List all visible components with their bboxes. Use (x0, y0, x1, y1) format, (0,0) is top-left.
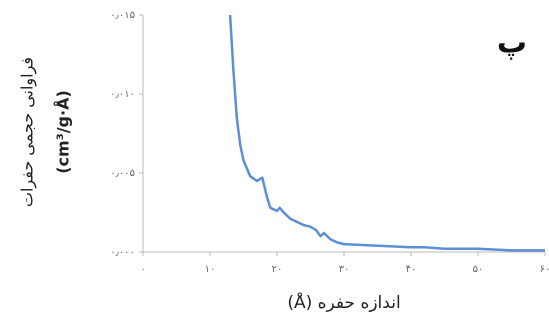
annotation: پ (497, 26, 527, 61)
x-tick-label: ۳۰ (339, 264, 350, 275)
y-axis-label: (cm³/g·Å) (54, 90, 73, 174)
line-series (228, 14, 545, 252)
x-tick-label: ۶۰ (540, 264, 549, 275)
x-axis-label: اندازه حفره (Å) (287, 291, 400, 313)
y-axis-label: فراوانی حجمی حفرات (18, 57, 38, 207)
x-tick-label: ۱۰ (205, 264, 216, 275)
y-tick-label: ۰٫۰۰۵ (110, 168, 135, 179)
y-tick-label: ۰٫۰۱۵ (110, 10, 135, 21)
x-tick-label: ۲۰ (272, 264, 283, 275)
x-tick-label: ۴۰ (406, 264, 417, 275)
x-tick-label: ۵۰ (473, 264, 484, 275)
y-tick-label: ۰٫۰۰۰ (110, 247, 135, 258)
x-tick-label: ۰ (140, 264, 145, 275)
y-tick-label: ۰٫۰۱۰ (110, 89, 135, 100)
